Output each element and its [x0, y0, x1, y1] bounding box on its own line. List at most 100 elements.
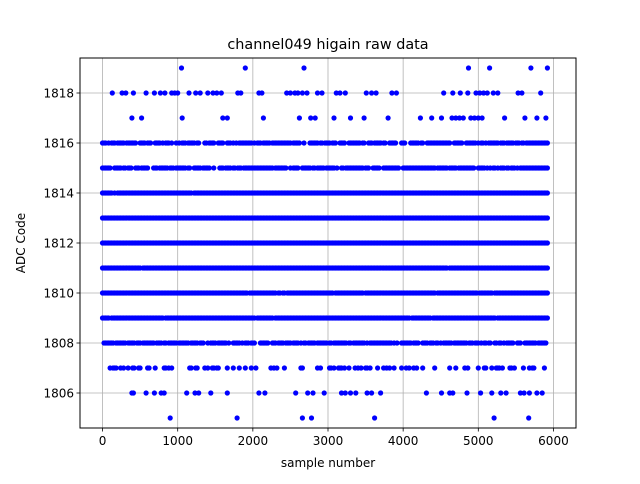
data-point	[274, 365, 280, 371]
data-point	[465, 90, 471, 96]
data-point	[259, 90, 265, 96]
data-point	[308, 415, 315, 421]
data-point	[471, 165, 477, 171]
data-point	[346, 365, 352, 371]
data-point	[151, 90, 157, 96]
y-tick-label: 1812	[43, 236, 74, 250]
data-point	[234, 415, 240, 421]
data-point	[242, 65, 248, 71]
data-point	[394, 340, 400, 346]
data-point	[468, 115, 474, 121]
data-point	[224, 365, 230, 371]
data-point	[495, 90, 501, 96]
data-point	[341, 140, 348, 146]
data-point	[544, 215, 551, 221]
data-point	[361, 115, 367, 121]
data-point	[385, 115, 391, 121]
data-point	[242, 365, 248, 371]
data-point	[193, 90, 199, 96]
data-point	[338, 390, 345, 396]
data-point	[200, 340, 206, 346]
data-point	[295, 165, 301, 171]
data-point	[438, 115, 445, 121]
data-point	[347, 115, 354, 121]
data-point	[517, 340, 524, 346]
data-point	[369, 90, 375, 96]
y-tick-label: 1808	[43, 336, 74, 350]
x-tick-label: 4000	[388, 434, 419, 448]
data-point	[205, 365, 211, 371]
x-tick-label: 1000	[162, 434, 193, 448]
data-point	[479, 115, 485, 121]
data-point	[299, 365, 305, 371]
data-point	[129, 115, 135, 121]
data-point	[157, 90, 163, 96]
data-point	[205, 90, 211, 96]
data-point	[184, 390, 190, 396]
data-point	[522, 115, 528, 121]
data-point	[333, 90, 339, 96]
data-point	[332, 140, 339, 146]
chart-title: channel049 higain raw data	[227, 37, 428, 53]
data-point	[208, 390, 214, 396]
data-point	[441, 90, 447, 96]
data-point	[211, 165, 217, 171]
data-point	[299, 415, 305, 421]
data-point	[484, 90, 490, 96]
y-tick-label: 1810	[43, 286, 74, 300]
data-point	[396, 165, 402, 171]
data-point	[143, 90, 149, 96]
data-point	[262, 390, 268, 396]
data-point	[331, 115, 337, 121]
data-point	[531, 365, 537, 371]
data-point	[369, 390, 375, 396]
data-point	[121, 365, 127, 371]
data-point	[224, 390, 230, 396]
data-point	[498, 390, 504, 396]
data-point	[220, 140, 226, 146]
y-tick-label: 1816	[43, 136, 74, 150]
data-point	[109, 90, 115, 96]
data-point	[337, 90, 343, 96]
data-point	[210, 90, 216, 96]
data-point	[314, 90, 321, 96]
data-point	[283, 165, 289, 171]
data-point	[178, 65, 185, 71]
data-point	[119, 90, 125, 96]
data-point	[341, 365, 348, 371]
data-point	[236, 365, 242, 371]
data-point	[145, 165, 151, 171]
data-point	[447, 365, 453, 371]
data-point	[107, 165, 113, 171]
data-point	[211, 140, 217, 146]
data-point	[361, 140, 367, 146]
data-point	[373, 90, 379, 96]
data-point	[526, 390, 533, 396]
data-point	[179, 115, 185, 121]
data-point	[459, 140, 465, 146]
data-point	[464, 390, 470, 396]
data-point	[284, 90, 290, 96]
x-axis-ticks: 0 1000 2000 3000 4000 5000 6000	[99, 428, 569, 448]
data-point	[192, 390, 198, 396]
data-point	[544, 140, 551, 146]
data-point	[358, 365, 364, 371]
data-point	[218, 90, 224, 96]
data-point	[353, 390, 359, 396]
data-point	[293, 390, 299, 396]
data-point	[521, 390, 527, 396]
data-point	[331, 365, 337, 371]
data-point	[131, 365, 137, 371]
x-axis-label: sample number	[281, 456, 375, 470]
data-point	[186, 90, 192, 96]
data-point	[423, 390, 429, 396]
data-point	[414, 365, 420, 371]
data-point	[281, 365, 287, 371]
data-point	[287, 90, 293, 96]
y-tick-label: 1818	[43, 86, 74, 100]
data-point	[477, 90, 483, 96]
data-point	[139, 115, 145, 121]
data-point	[143, 390, 149, 396]
